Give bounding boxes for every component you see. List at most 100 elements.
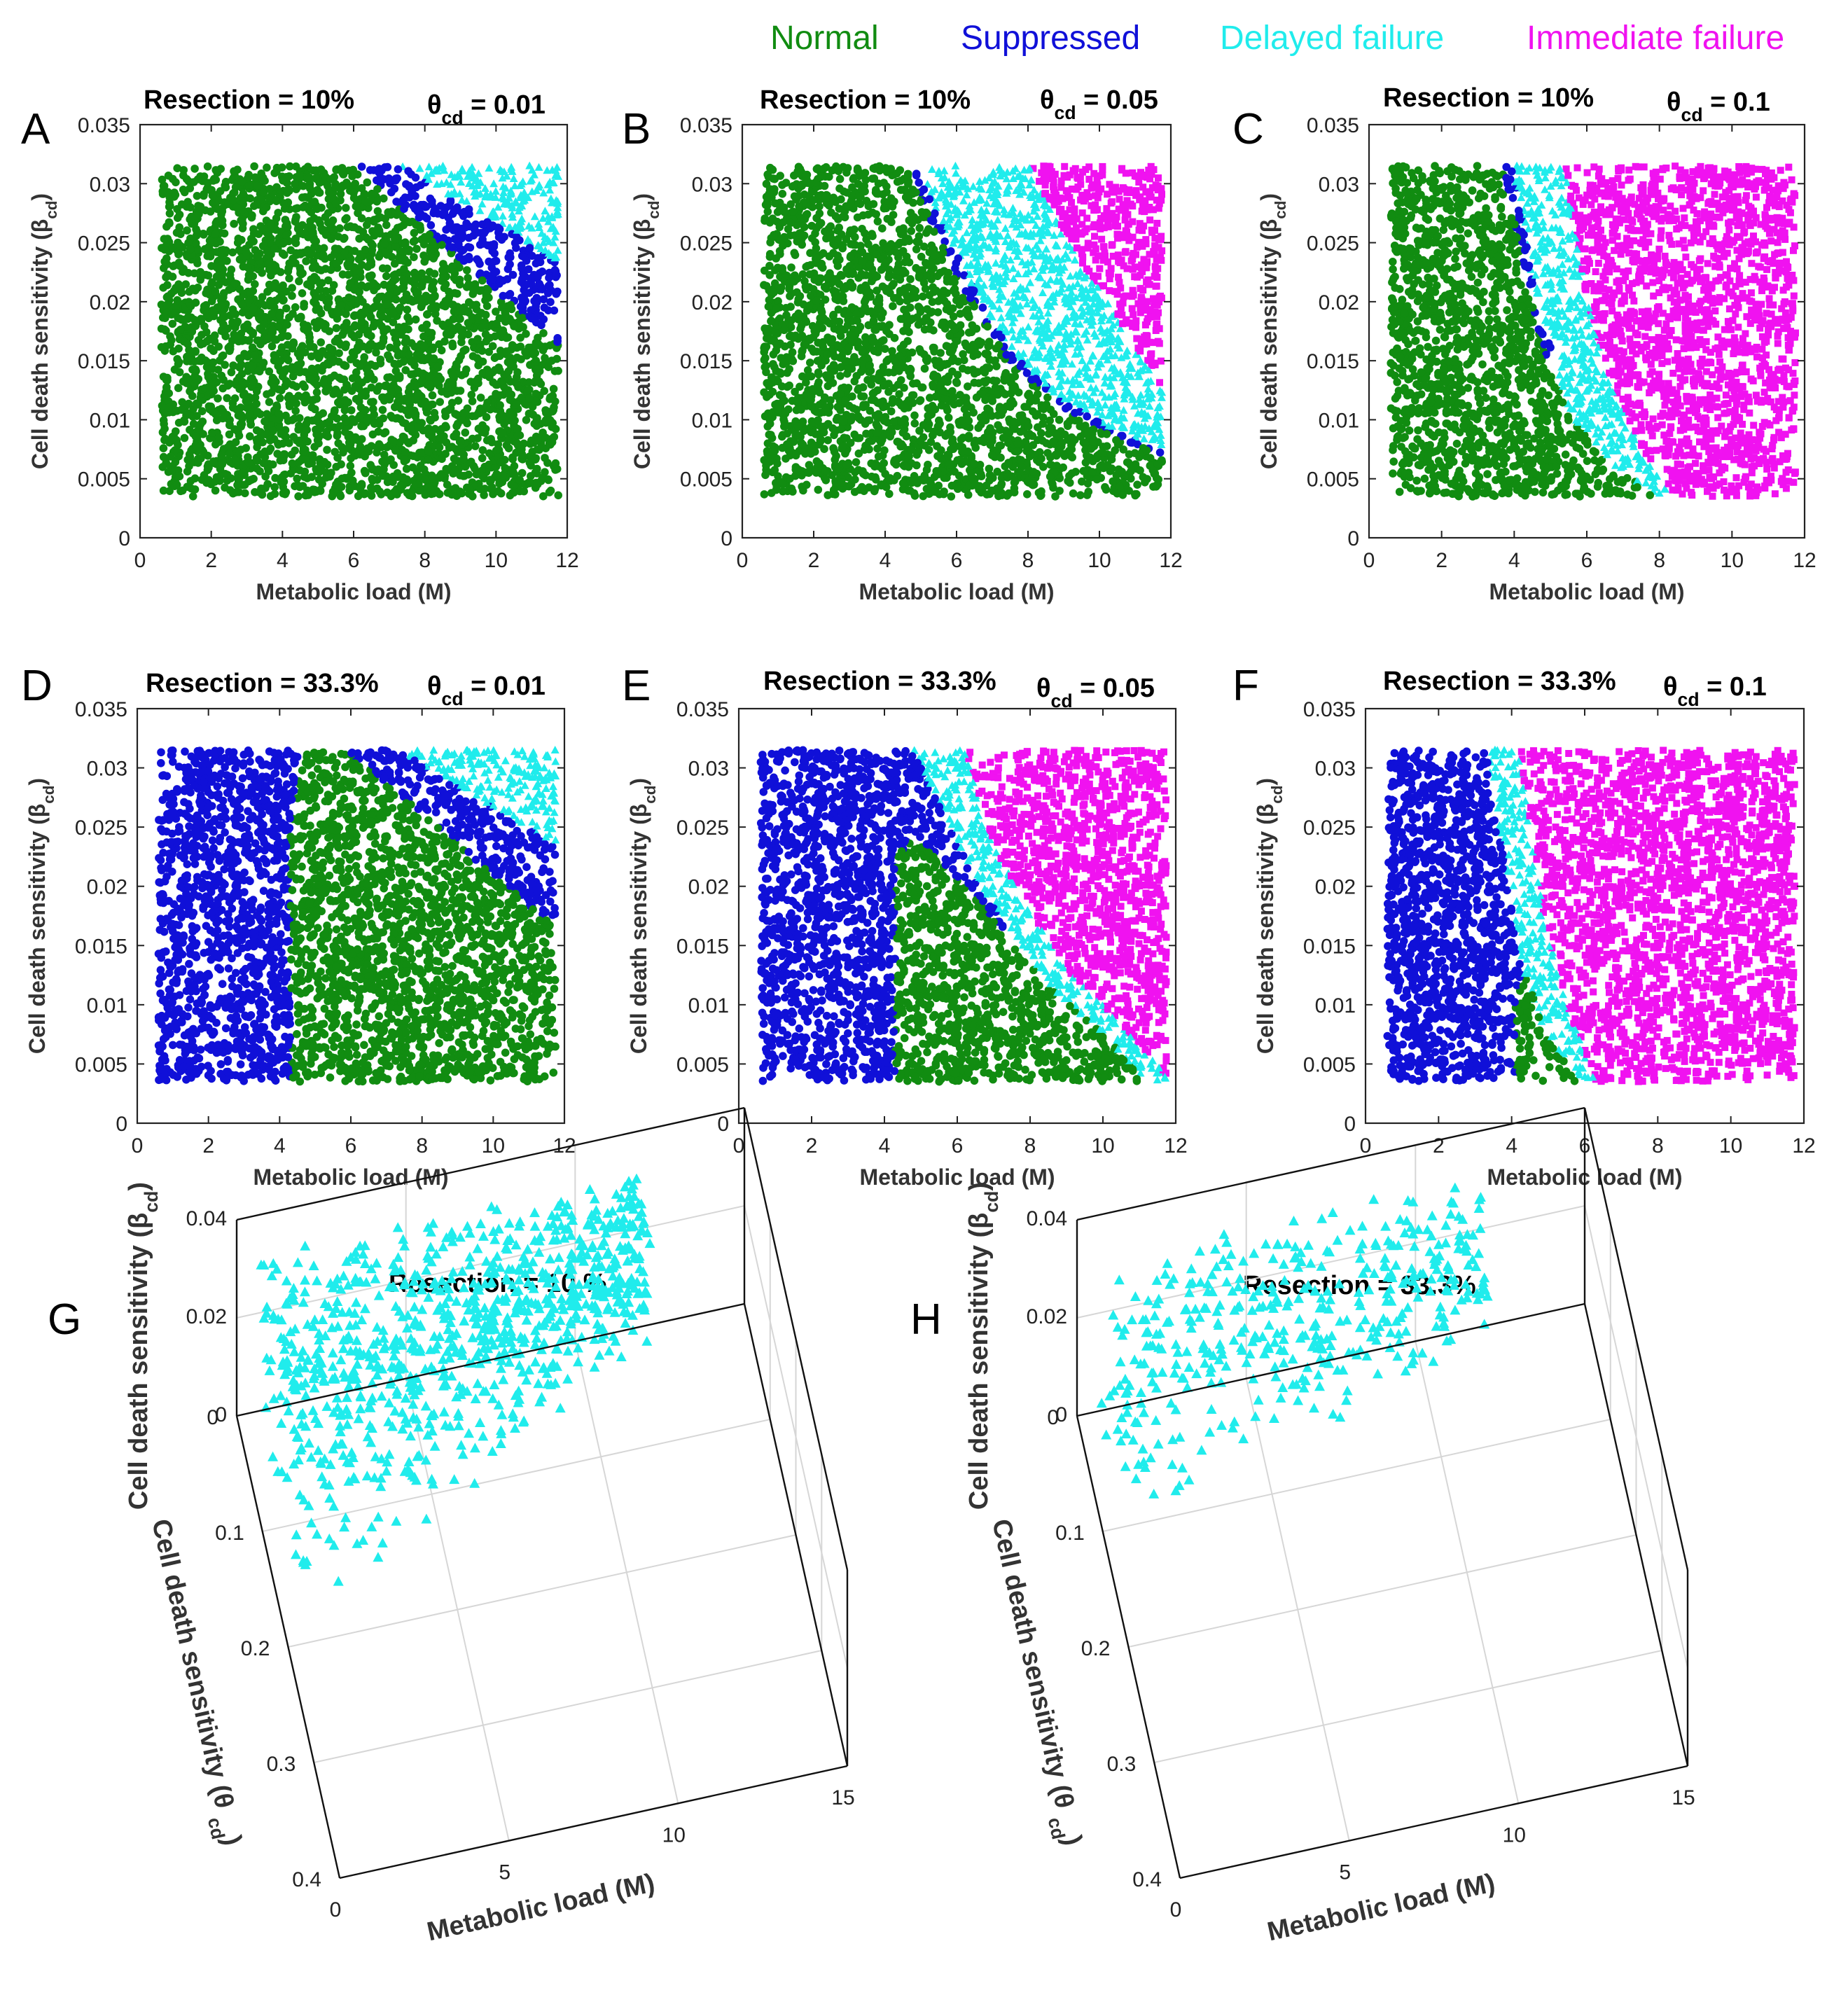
data-point: [442, 225, 450, 234]
x-tick-label: 4: [277, 549, 289, 572]
data-point: [513, 438, 521, 447]
data-point: [214, 196, 223, 205]
data-point: [211, 478, 219, 486]
data-point: [195, 443, 203, 452]
y-tick-label: 0.02: [90, 291, 130, 314]
y-tick-label: 0: [118, 527, 130, 550]
data-point: [228, 403, 237, 412]
data-point: [179, 377, 188, 386]
data-point: [498, 429, 507, 437]
data-point: [225, 380, 234, 388]
scatter-points: [760, 161, 1167, 501]
data-point: [282, 304, 291, 313]
data-point: [506, 359, 514, 368]
data-point: [485, 368, 494, 377]
data-point: [809, 347, 818, 356]
data-point: [190, 372, 200, 380]
data-point: [534, 162, 543, 171]
data-point: [316, 462, 325, 471]
data-point: [350, 417, 359, 426]
data-point: [375, 342, 384, 350]
data-point: [407, 382, 415, 391]
data-point: [525, 479, 534, 487]
data-point: [378, 405, 387, 415]
data-point: [176, 325, 185, 334]
data-point: [202, 357, 211, 366]
data-point: [209, 306, 217, 314]
data-point: [409, 436, 417, 445]
data-point: [324, 276, 333, 285]
data-point: [461, 369, 469, 378]
data-point: [354, 492, 363, 501]
data-point: [499, 211, 507, 220]
legend-delayed-failure: Delayed failure: [1220, 20, 1444, 57]
data-point: [296, 249, 305, 258]
data-point: [440, 208, 449, 216]
data-point: [544, 363, 553, 371]
data-point: [490, 257, 499, 266]
data-point: [376, 359, 385, 368]
data-point: [237, 370, 246, 378]
data-point: [464, 205, 473, 214]
data-point: [270, 244, 279, 253]
data-point: [424, 455, 433, 464]
theta-title: θcd = 0.01: [427, 90, 546, 128]
data-point: [179, 171, 188, 180]
data-point: [199, 430, 207, 438]
data-point: [463, 483, 471, 492]
data-point: [218, 352, 227, 361]
data-point: [518, 314, 527, 322]
data-point: [214, 394, 222, 403]
data-point: [225, 420, 234, 429]
data-point: [270, 383, 279, 391]
data-point: [443, 384, 452, 392]
data-point: [430, 408, 439, 417]
data-point: [185, 346, 193, 354]
data-point: [426, 221, 436, 230]
data-point: [417, 376, 426, 385]
data-point: [333, 307, 342, 317]
data-point: [428, 237, 436, 246]
data-point: [263, 390, 271, 398]
data-point: [503, 333, 513, 342]
data-point: [521, 348, 529, 356]
data-point: [425, 380, 434, 389]
data-point: [217, 451, 226, 460]
data-point: [196, 202, 205, 211]
data-point: [162, 326, 170, 335]
data-point: [351, 382, 359, 391]
data-point: [535, 258, 544, 266]
data-point: [290, 395, 299, 403]
data-point: [232, 203, 242, 212]
data-point: [389, 461, 398, 469]
data-point: [448, 370, 457, 380]
data-point: [349, 436, 359, 444]
data-point: [340, 406, 349, 415]
data-point: [861, 338, 870, 347]
data-point: [415, 164, 424, 172]
data-point: [368, 271, 376, 280]
data-point: [484, 286, 492, 295]
data-point: [492, 389, 500, 398]
data-point: [499, 291, 508, 300]
data-point: [400, 265, 408, 273]
data-point: [262, 203, 271, 211]
data-point: [294, 492, 303, 501]
data-point: [427, 430, 436, 439]
data-point: [541, 406, 550, 415]
data-point: [244, 459, 253, 467]
data-point: [214, 433, 223, 442]
data-point: [391, 227, 400, 236]
data-point: [391, 242, 400, 251]
data-point: [159, 444, 168, 452]
data-point: [360, 451, 369, 460]
data-point: [504, 444, 513, 452]
data-point: [168, 243, 176, 252]
resection-title: Resection = 10%: [144, 85, 354, 115]
data-point: [250, 351, 259, 360]
data-point: [298, 289, 307, 298]
data-point: [349, 312, 359, 321]
data-point: [452, 276, 460, 284]
data-point: [173, 355, 181, 363]
data-point: [326, 219, 335, 228]
